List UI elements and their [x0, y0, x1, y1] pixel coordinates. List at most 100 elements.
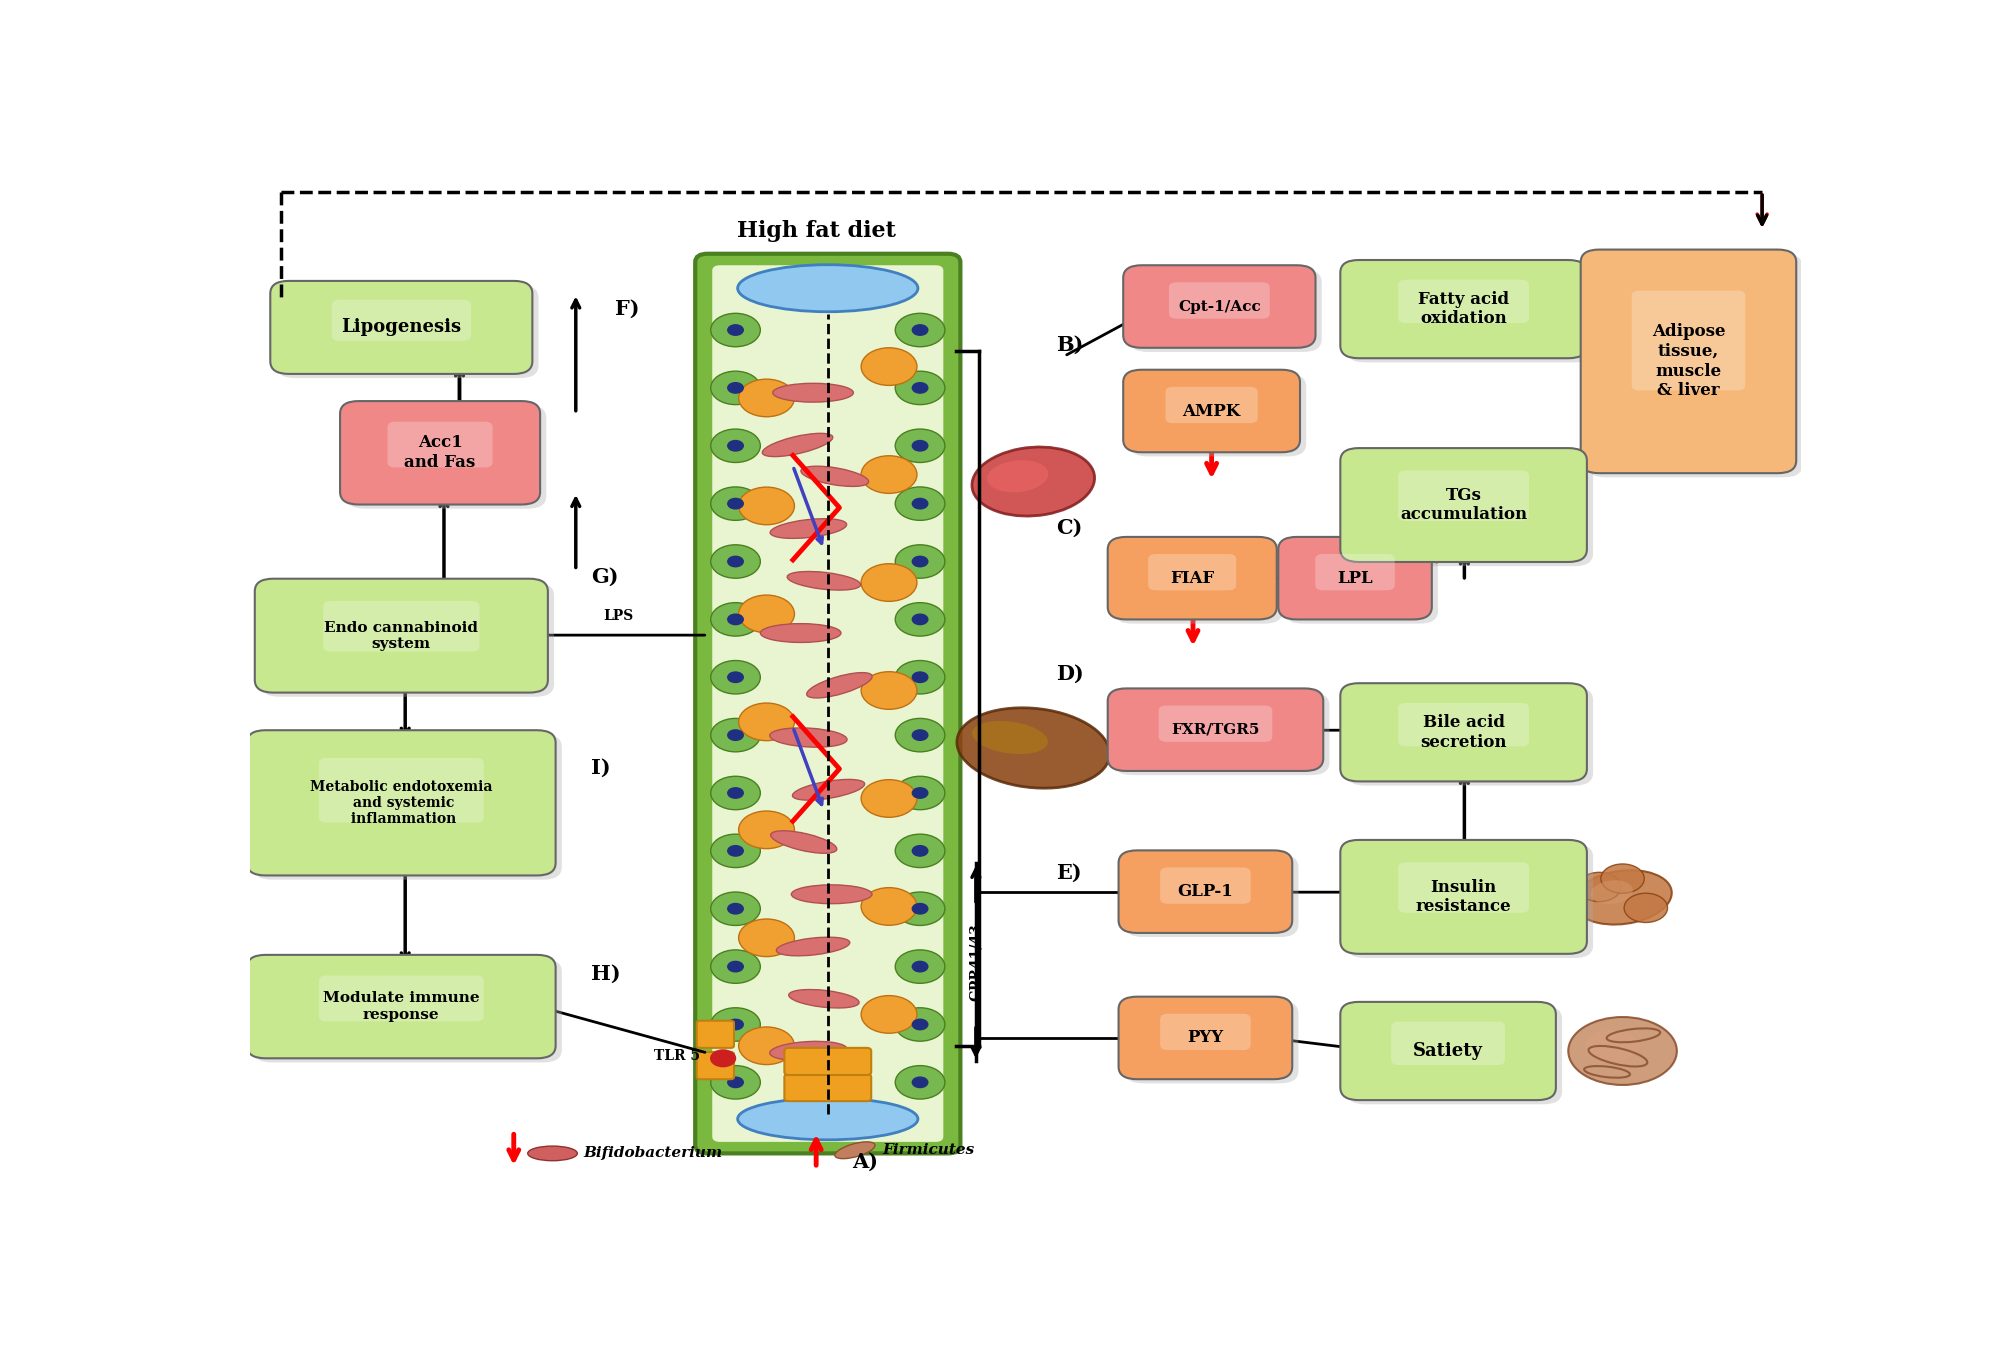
- Ellipse shape: [770, 1041, 846, 1061]
- Circle shape: [728, 672, 742, 683]
- FancyBboxPatch shape: [1125, 1001, 1299, 1083]
- Circle shape: [738, 703, 794, 741]
- Circle shape: [894, 1008, 944, 1041]
- Text: Metabolic endotoxemia
 and systemic
 inflammation: Metabolic endotoxemia and systemic infla…: [310, 780, 492, 826]
- Circle shape: [710, 487, 760, 520]
- FancyBboxPatch shape: [318, 759, 484, 822]
- Circle shape: [728, 441, 742, 451]
- Circle shape: [860, 780, 916, 817]
- FancyBboxPatch shape: [1347, 844, 1593, 958]
- Circle shape: [728, 383, 742, 394]
- Circle shape: [860, 887, 916, 925]
- Circle shape: [912, 615, 928, 624]
- Ellipse shape: [956, 708, 1111, 788]
- FancyBboxPatch shape: [1115, 541, 1283, 624]
- FancyBboxPatch shape: [276, 285, 538, 379]
- FancyBboxPatch shape: [1109, 537, 1277, 619]
- Circle shape: [728, 615, 742, 624]
- Text: Lipogenesis: Lipogenesis: [342, 319, 462, 337]
- Circle shape: [728, 324, 742, 335]
- Ellipse shape: [972, 446, 1095, 516]
- Ellipse shape: [776, 938, 850, 955]
- Circle shape: [912, 383, 928, 394]
- Circle shape: [728, 845, 742, 856]
- Circle shape: [894, 950, 944, 984]
- Circle shape: [894, 892, 944, 925]
- FancyBboxPatch shape: [1399, 703, 1529, 746]
- FancyBboxPatch shape: [346, 406, 546, 509]
- FancyBboxPatch shape: [1109, 688, 1323, 771]
- FancyBboxPatch shape: [1399, 862, 1529, 913]
- Ellipse shape: [1569, 1016, 1677, 1086]
- FancyBboxPatch shape: [332, 300, 470, 341]
- Text: F): F): [614, 299, 638, 319]
- Ellipse shape: [760, 624, 840, 642]
- Ellipse shape: [528, 1147, 578, 1160]
- Circle shape: [912, 730, 928, 741]
- Text: Satiety: Satiety: [1413, 1042, 1483, 1060]
- Text: Bifidobacterium: Bifidobacterium: [584, 1147, 722, 1160]
- FancyBboxPatch shape: [260, 584, 554, 696]
- FancyBboxPatch shape: [1125, 855, 1299, 938]
- FancyBboxPatch shape: [1161, 1014, 1251, 1050]
- Circle shape: [894, 544, 944, 578]
- Text: Bile acid
secretion: Bile acid secretion: [1421, 714, 1507, 750]
- Text: PYY: PYY: [1187, 1030, 1223, 1046]
- FancyBboxPatch shape: [1341, 261, 1587, 358]
- Circle shape: [894, 718, 944, 752]
- FancyBboxPatch shape: [1391, 1022, 1505, 1065]
- FancyBboxPatch shape: [1347, 1006, 1563, 1105]
- FancyBboxPatch shape: [1631, 290, 1745, 391]
- Ellipse shape: [1573, 870, 1671, 924]
- Text: LPS: LPS: [604, 608, 634, 623]
- Circle shape: [710, 1065, 760, 1099]
- FancyBboxPatch shape: [1341, 1001, 1557, 1101]
- Circle shape: [728, 961, 742, 972]
- FancyBboxPatch shape: [388, 422, 492, 467]
- Ellipse shape: [834, 1141, 874, 1159]
- Circle shape: [894, 776, 944, 810]
- Text: Adipose
tissue,
muscle
& liver: Adipose tissue, muscle & liver: [1651, 323, 1725, 399]
- Circle shape: [710, 892, 760, 925]
- FancyBboxPatch shape: [254, 578, 548, 692]
- FancyBboxPatch shape: [1341, 683, 1587, 782]
- Text: High fat diet: High fat diet: [736, 220, 896, 242]
- Text: Cpt-1/Acc: Cpt-1/Acc: [1179, 300, 1261, 313]
- Circle shape: [1625, 893, 1667, 923]
- Text: A): A): [852, 1152, 878, 1172]
- Circle shape: [710, 776, 760, 810]
- Ellipse shape: [1591, 881, 1633, 904]
- FancyBboxPatch shape: [1159, 706, 1273, 742]
- Circle shape: [912, 672, 928, 683]
- FancyBboxPatch shape: [1347, 688, 1593, 786]
- Text: AMPK: AMPK: [1183, 403, 1241, 419]
- Ellipse shape: [1585, 1030, 1639, 1061]
- Ellipse shape: [788, 989, 858, 1008]
- Circle shape: [738, 596, 794, 632]
- Circle shape: [728, 556, 742, 567]
- FancyBboxPatch shape: [1315, 554, 1395, 590]
- Ellipse shape: [738, 1098, 918, 1140]
- Circle shape: [738, 487, 794, 525]
- FancyBboxPatch shape: [254, 959, 562, 1063]
- Ellipse shape: [770, 830, 836, 854]
- Circle shape: [860, 672, 916, 710]
- Circle shape: [1601, 864, 1645, 893]
- Text: TGs
accumulation: TGs accumulation: [1401, 487, 1527, 524]
- Circle shape: [728, 730, 742, 741]
- FancyBboxPatch shape: [1149, 554, 1237, 590]
- Circle shape: [912, 845, 928, 856]
- Circle shape: [738, 919, 794, 957]
- FancyBboxPatch shape: [1161, 867, 1251, 904]
- Circle shape: [710, 950, 760, 984]
- FancyBboxPatch shape: [1341, 840, 1587, 954]
- FancyBboxPatch shape: [694, 254, 960, 1153]
- FancyBboxPatch shape: [1587, 254, 1803, 478]
- Ellipse shape: [790, 885, 872, 904]
- Circle shape: [738, 811, 794, 848]
- Circle shape: [710, 718, 760, 752]
- FancyBboxPatch shape: [1165, 387, 1259, 423]
- Circle shape: [912, 498, 928, 509]
- Circle shape: [738, 379, 794, 417]
- Ellipse shape: [770, 727, 846, 748]
